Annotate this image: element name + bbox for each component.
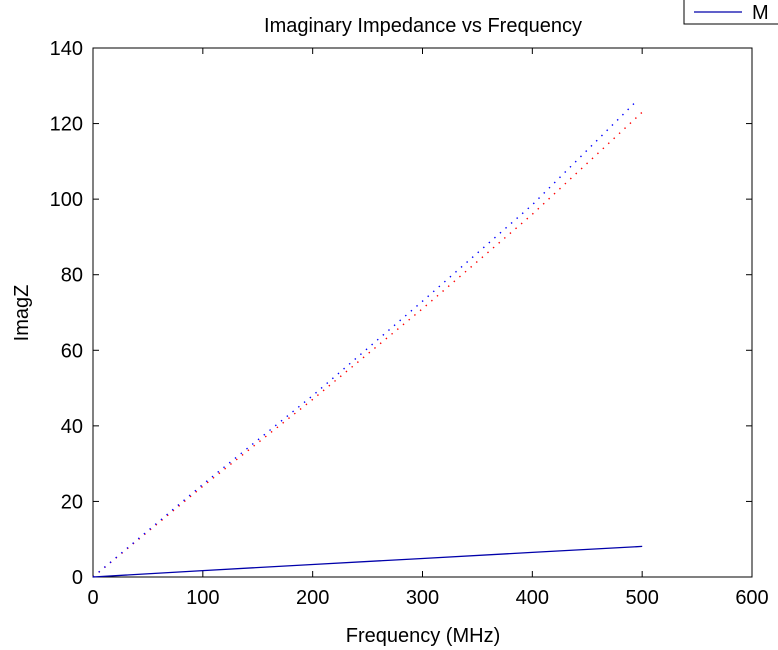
x-axis-title: Frequency (MHz) — [346, 625, 500, 647]
y-tick-label: 140 — [50, 38, 83, 60]
series-layer — [92, 100, 643, 578]
series-1-line — [92, 111, 643, 578]
plot-area — [92, 47, 753, 578]
legend-label: M — [752, 2, 769, 24]
x-tick-label: 500 — [625, 587, 658, 609]
y-tick-label: 60 — [61, 340, 83, 362]
x-tick-label: 600 — [735, 587, 768, 609]
x-tick-label: 200 — [296, 587, 329, 609]
y-tick-label: 80 — [61, 265, 83, 287]
x-tick-label: 100 — [186, 587, 219, 609]
y-tick-label: 20 — [61, 491, 83, 513]
y-tick-label: 40 — [61, 416, 83, 438]
x-tick-label: 300 — [406, 587, 439, 609]
y-axis-title: ImagZ — [11, 285, 33, 342]
legend: M — [683, 0, 778, 25]
series-3-line — [92, 545, 643, 578]
y-tick-label: 120 — [50, 114, 83, 136]
plot-frame — [92, 47, 753, 578]
y-tick-label: 100 — [50, 189, 83, 211]
x-tick-label: 0 — [87, 587, 98, 609]
chart-title: Imaginary Impedance vs Frequency — [264, 15, 582, 37]
axis-ticks: 0 100 200 300 400 500 600 0 20 40 60 80 100 120 140 — [50, 38, 769, 609]
y-tick-label: 0 — [72, 567, 83, 589]
series-2-line — [92, 100, 638, 578]
x-tick-label: 400 — [516, 587, 549, 609]
